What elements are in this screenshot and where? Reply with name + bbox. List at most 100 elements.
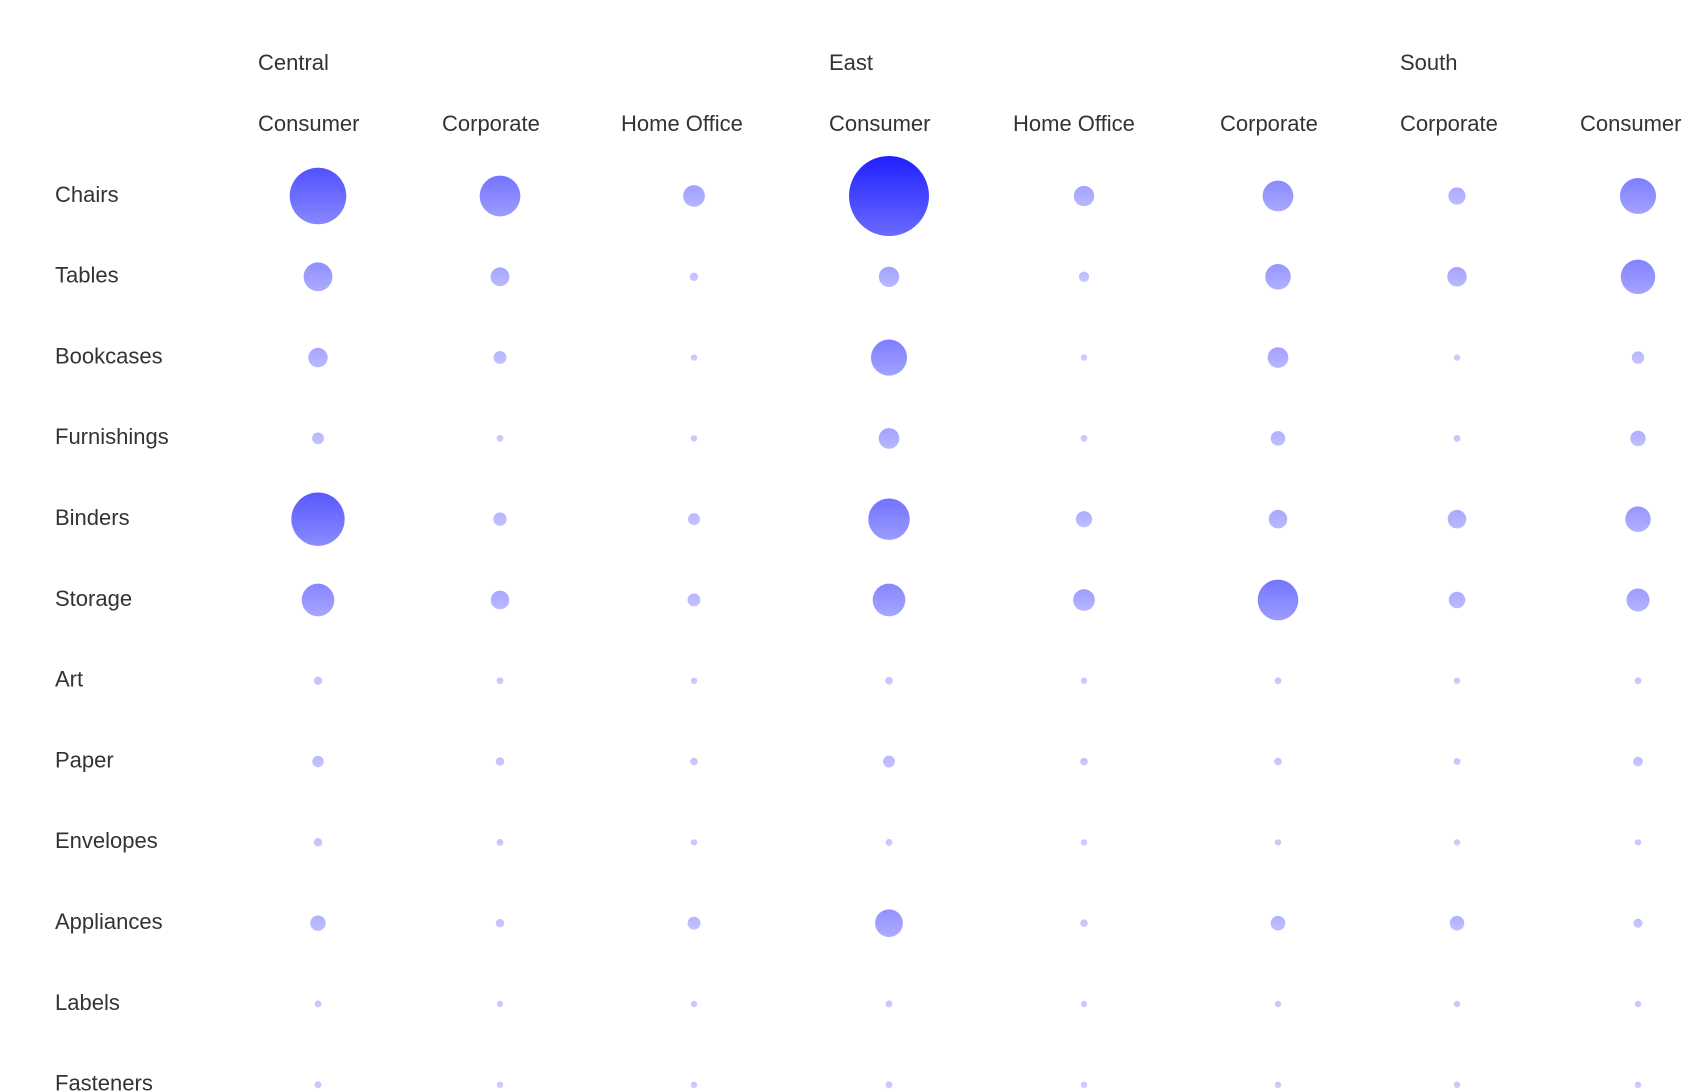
bubble-chairs-col2: [479, 175, 521, 217]
bubble-chairs-col7: [1448, 187, 1466, 205]
bubble-labels-col7: [1453, 1000, 1461, 1008]
bubble-art-col8: [1634, 677, 1642, 685]
bubble-bookcases-col1: [308, 347, 328, 368]
segment-label: Home Office: [621, 111, 743, 136]
bubble-appliances-col4: [875, 909, 903, 938]
bubble-binders-col7: [1447, 509, 1467, 529]
bubble-bookcases-col8: [1631, 351, 1645, 364]
bubble-storage-col5: [1073, 589, 1095, 611]
bubble-envelopes-col1: [313, 838, 323, 847]
bubble-storage-col1: [301, 583, 335, 617]
bubble-fasteners-col6: [1274, 1081, 1282, 1089]
bubble-art-col7: [1453, 677, 1461, 684]
row-label-furnishings: Furnishings: [55, 424, 169, 449]
segment-label: Home Office: [1013, 111, 1135, 136]
bubble-tables-col7: [1447, 267, 1467, 287]
bubble-storage-col8: [1626, 588, 1650, 612]
bubble-paper-col1: [312, 755, 324, 768]
bubble-tables-col1: [303, 262, 333, 292]
bubble-envelopes-col2: [496, 838, 504, 846]
row-label-art: Art: [55, 667, 83, 692]
bubble-paper-col8: [1633, 756, 1643, 767]
row-label-fasteners: Fasteners: [55, 1071, 153, 1092]
bubble-fasteners-col5: [1080, 1081, 1088, 1089]
bubble-envelopes-col3: [690, 839, 698, 846]
bubble-labels-col8: [1634, 1000, 1642, 1008]
row-label-tables: Tables: [55, 263, 119, 288]
segment-label: Corporate: [1220, 111, 1318, 136]
bubble-tables-col3: [689, 272, 699, 282]
bubble-storage-col3: [687, 593, 701, 607]
bubble-binders-col2: [493, 512, 507, 526]
bubble-fasteners-col1: [314, 1081, 322, 1089]
row-label-envelopes: Envelopes: [55, 828, 158, 853]
bubble-chairs-col4: [849, 156, 929, 236]
bubble-furnishings-col4: [878, 428, 900, 449]
bubble-envelopes-col4: [885, 838, 893, 846]
bubble-labels-col1: [314, 1000, 322, 1008]
bubble-binders-col4: [868, 498, 910, 540]
bubble-labels-col5: [1080, 1000, 1088, 1008]
bubble-binders-col8: [1625, 506, 1651, 532]
segment-label: Corporate: [442, 111, 540, 136]
bubble-paper-col2: [495, 757, 505, 766]
region-headers: Central East South: [258, 50, 1458, 75]
bubble-binders-col1: [291, 492, 345, 546]
bubble-storage-col4: [872, 583, 906, 617]
bubble-binders-col3: [688, 513, 700, 526]
bubble-appliances-col6: [1270, 915, 1286, 931]
segment-label: Consumer: [258, 111, 359, 136]
bubble-envelopes-col6: [1274, 839, 1282, 846]
bubble-bookcases-col6: [1267, 347, 1289, 368]
bubble-fasteners-col2: [496, 1081, 504, 1089]
bubble-storage-col2: [490, 590, 510, 610]
bubble-paper-col3: [690, 757, 698, 766]
row-label-binders: Binders: [55, 505, 130, 530]
bubble-paper-col5: [1080, 757, 1088, 766]
bubble-binders-col6: [1268, 509, 1288, 529]
segment-label: Consumer: [1580, 111, 1681, 136]
bubble-envelopes-col7: [1453, 839, 1461, 846]
bubble-envelopes-col5: [1080, 839, 1088, 846]
bubble-envelopes-col8: [1634, 839, 1642, 846]
bubble-furnishings-col8: [1630, 430, 1646, 447]
row-label-bookcases: Bookcases: [55, 343, 163, 368]
segment-label: Consumer: [829, 111, 930, 136]
bubble-storage-col6: [1257, 579, 1299, 621]
bubble-bookcases-col4: [870, 339, 908, 376]
bubble-paper-col4: [883, 755, 895, 768]
bubble-chairs-col3: [683, 185, 705, 207]
bubble-art-col4: [885, 676, 893, 685]
bubble-appliances-col3: [687, 916, 701, 930]
region-label-central: Central: [258, 50, 329, 75]
bubble-bookcases-col7: [1453, 354, 1461, 361]
bubble-art-col2: [496, 677, 504, 685]
bubble-art-col3: [690, 677, 698, 684]
bubble-grid: [289, 156, 1657, 1089]
bubble-fasteners-col8: [1634, 1081, 1642, 1089]
bubble-tables-col4: [878, 266, 900, 287]
bubble-furnishings-col7: [1453, 434, 1461, 442]
segment-label: Corporate: [1400, 111, 1498, 136]
bubble-storage-col7: [1448, 591, 1466, 609]
bubble-labels-col4: [885, 1000, 893, 1008]
bubble-labels-col2: [496, 1000, 504, 1008]
bubble-art-col6: [1274, 677, 1282, 685]
bubble-furnishings-col5: [1080, 434, 1088, 442]
bubble-furnishings-col1: [312, 432, 324, 445]
bubble-tables-col8: [1620, 259, 1656, 295]
bubble-bookcases-col5: [1080, 354, 1088, 361]
bubble-chairs-col6: [1262, 180, 1294, 212]
bubble-paper-col7: [1453, 758, 1461, 766]
bubble-fasteners-col7: [1453, 1081, 1461, 1089]
bubble-tables-col5: [1078, 271, 1090, 282]
bubble-chairs-col1: [289, 167, 347, 225]
bubble-chairs-col8: [1619, 177, 1657, 215]
bubble-chairs-col5: [1073, 185, 1095, 207]
row-label-appliances: Appliances: [55, 909, 163, 934]
region-label-south: South: [1400, 50, 1458, 75]
bubble-appliances-col1: [310, 915, 326, 931]
bubble-art-col5: [1080, 677, 1088, 684]
bubble-furnishings-col2: [496, 434, 504, 442]
